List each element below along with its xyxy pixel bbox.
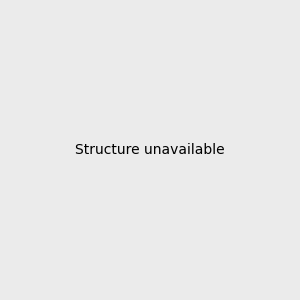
Text: Structure unavailable: Structure unavailable xyxy=(75,143,225,157)
